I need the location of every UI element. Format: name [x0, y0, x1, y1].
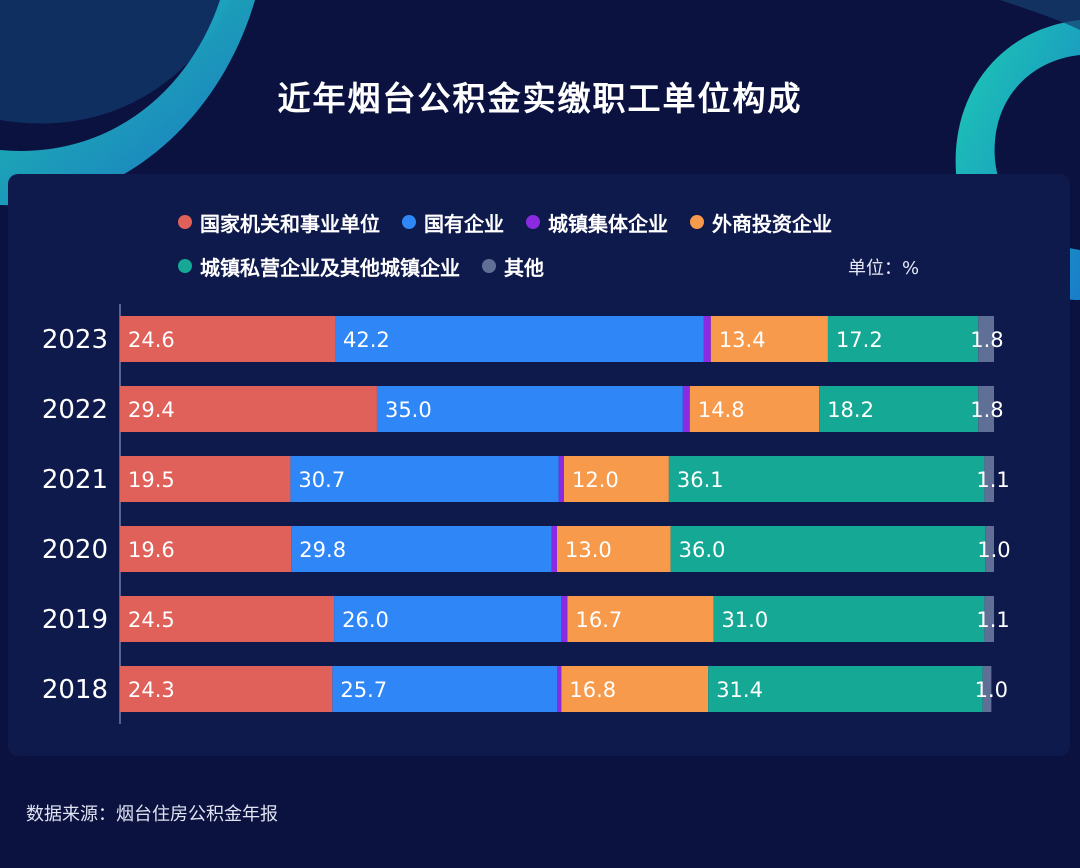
data-label: 24.5	[128, 608, 175, 632]
data-label: 16.7	[575, 608, 622, 632]
data-label: 30.7	[298, 468, 345, 492]
bar-segment	[708, 666, 983, 712]
legend-item: 国家机关和事业单位	[178, 208, 380, 236]
data-label: 1.1	[976, 608, 1009, 632]
data-label: 25.7	[340, 678, 387, 702]
y-tick-label: 2019	[42, 605, 108, 635]
bar-segment	[985, 526, 994, 572]
bar-segment	[563, 456, 669, 502]
data-label: 35.0	[385, 398, 432, 422]
legend-item: 城镇私营企业及其他城镇企业	[178, 252, 460, 280]
bar-segment	[120, 456, 291, 502]
legend-swatch	[178, 215, 192, 229]
y-tick-label: 2020	[42, 535, 108, 565]
bar-segment	[561, 666, 709, 712]
bar-segment	[713, 596, 985, 642]
bar-segment	[982, 666, 992, 712]
data-label: 26.0	[342, 608, 389, 632]
bar-segment	[703, 316, 711, 362]
bar-segment	[120, 316, 336, 362]
legend-item: 其他	[482, 252, 544, 280]
legend-label: 城镇私营企业及其他城镇企业	[200, 255, 460, 280]
y-tick-label: 2021	[42, 465, 108, 495]
data-label: 18.2	[827, 398, 874, 422]
y-tick-label: 2023	[42, 325, 108, 355]
data-label: 31.0	[721, 608, 768, 632]
bar-segment	[567, 596, 714, 642]
bar-segment	[335, 316, 704, 362]
bar-segment	[670, 526, 986, 572]
bar-segment	[561, 596, 568, 642]
data-label: 14.8	[698, 398, 745, 422]
chart-legend: 国家机关和事业单位 国有企业 城镇集体企业 外商投资企业城镇私营企业及其他城镇企业 其他	[178, 208, 978, 280]
bar-segment	[120, 526, 292, 572]
data-label: 29.4	[128, 398, 175, 422]
legend-item: 国有企业	[402, 208, 504, 236]
data-label: 17.2	[836, 328, 883, 352]
bar-segment	[332, 666, 557, 712]
bar-segment	[978, 316, 994, 362]
bar-segment	[120, 666, 333, 712]
bar-segment	[557, 666, 562, 712]
data-label: 24.6	[128, 328, 175, 352]
data-label: 13.0	[565, 538, 612, 562]
legend-swatch	[402, 215, 416, 229]
bar-segment	[120, 596, 335, 642]
data-source-note: 数据来源：烟台住房公积金年报	[26, 804, 278, 825]
data-label: 29.8	[299, 538, 346, 562]
legend-swatch	[690, 215, 704, 229]
bar-segment	[551, 526, 557, 572]
data-label: 19.5	[128, 468, 175, 492]
bar-segment	[682, 386, 690, 432]
data-label: 31.4	[716, 678, 763, 702]
bar-segment	[668, 456, 985, 502]
bar-segment	[291, 526, 552, 572]
data-label: 12.0	[572, 468, 619, 492]
legend-label: 城镇集体企业	[548, 211, 668, 236]
data-label: 36.1	[677, 468, 724, 492]
bar-segment	[558, 456, 564, 502]
data-label: 16.8	[569, 678, 616, 702]
bar-segment	[819, 386, 979, 432]
legend-label: 国家机关和事业单位	[200, 211, 380, 236]
data-label: 24.3	[128, 678, 175, 702]
bar-segment	[557, 526, 671, 572]
data-label: 1.8	[970, 328, 1003, 352]
legend-item: 外商投资企业	[690, 208, 832, 236]
bar-segment	[376, 386, 683, 432]
legend-item: 城镇集体企业	[526, 208, 668, 236]
y-tick-label: 2018	[42, 675, 108, 705]
legend-label: 其他	[504, 255, 544, 280]
data-label: 1.8	[970, 398, 1003, 422]
bar-segment	[120, 386, 377, 432]
bar-segment	[827, 316, 979, 362]
y-tick-label: 2022	[42, 395, 108, 425]
legend-label: 国有企业	[424, 211, 504, 236]
legend-swatch	[526, 215, 540, 229]
bar-segment	[984, 456, 994, 502]
legend-swatch	[482, 259, 496, 273]
unit-label: 单位：%	[848, 258, 920, 279]
data-label: 42.2	[343, 328, 390, 352]
bar-segment	[984, 596, 994, 642]
bar-segment	[978, 386, 994, 432]
data-label: 1.0	[975, 678, 1008, 702]
chart-title: 近年烟台公积金实缴职工单位构成	[277, 79, 803, 118]
bar-segment	[334, 596, 562, 642]
bar-segment	[689, 386, 820, 432]
data-label: 36.0	[679, 538, 726, 562]
legend-swatch	[178, 259, 192, 273]
data-label: 13.4	[719, 328, 766, 352]
data-label: 19.6	[128, 538, 175, 562]
legend-label: 外商投资企业	[712, 211, 832, 236]
data-label: 1.0	[977, 538, 1010, 562]
data-label: 1.1	[976, 468, 1009, 492]
bar-segment	[290, 456, 559, 502]
bar-segment	[710, 316, 828, 362]
